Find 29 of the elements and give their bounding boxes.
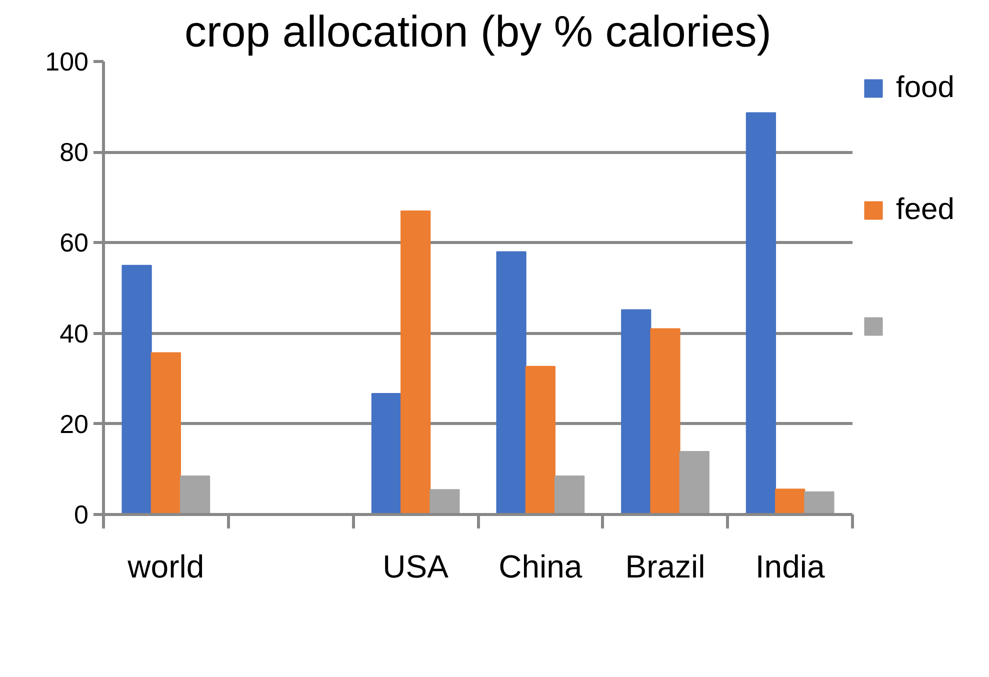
bar [180, 475, 210, 514]
x-tick-label: world [126, 548, 204, 584]
bar [496, 251, 526, 514]
legend-label: feed [896, 193, 954, 227]
bar [621, 309, 652, 514]
x-tick-label: China [498, 548, 582, 584]
bar [679, 451, 710, 514]
bar [650, 328, 680, 514]
bar [371, 393, 402, 514]
x-tick-label: USA [382, 548, 450, 584]
bar [122, 264, 152, 514]
x-tick-label: India [755, 548, 825, 584]
y-tick-label: 40 [60, 318, 88, 348]
chart-title: crop allocation (by % calories) [184, 8, 772, 56]
y-tick-label: 60 [60, 228, 88, 258]
y-tick-label: 100 [45, 46, 89, 76]
y-tick-label: 20 [60, 408, 88, 439]
bar [746, 112, 776, 514]
y-tick-label: 0 [74, 500, 89, 530]
bar [150, 352, 181, 514]
bar [430, 489, 460, 514]
y-tick-label: 80 [60, 137, 88, 168]
x-tick-label: Brazil [625, 548, 706, 584]
bar [525, 366, 556, 514]
legend-label: food [896, 71, 954, 105]
bar [400, 210, 431, 514]
bar [804, 491, 834, 514]
bar [554, 475, 585, 514]
bar [775, 488, 806, 514]
